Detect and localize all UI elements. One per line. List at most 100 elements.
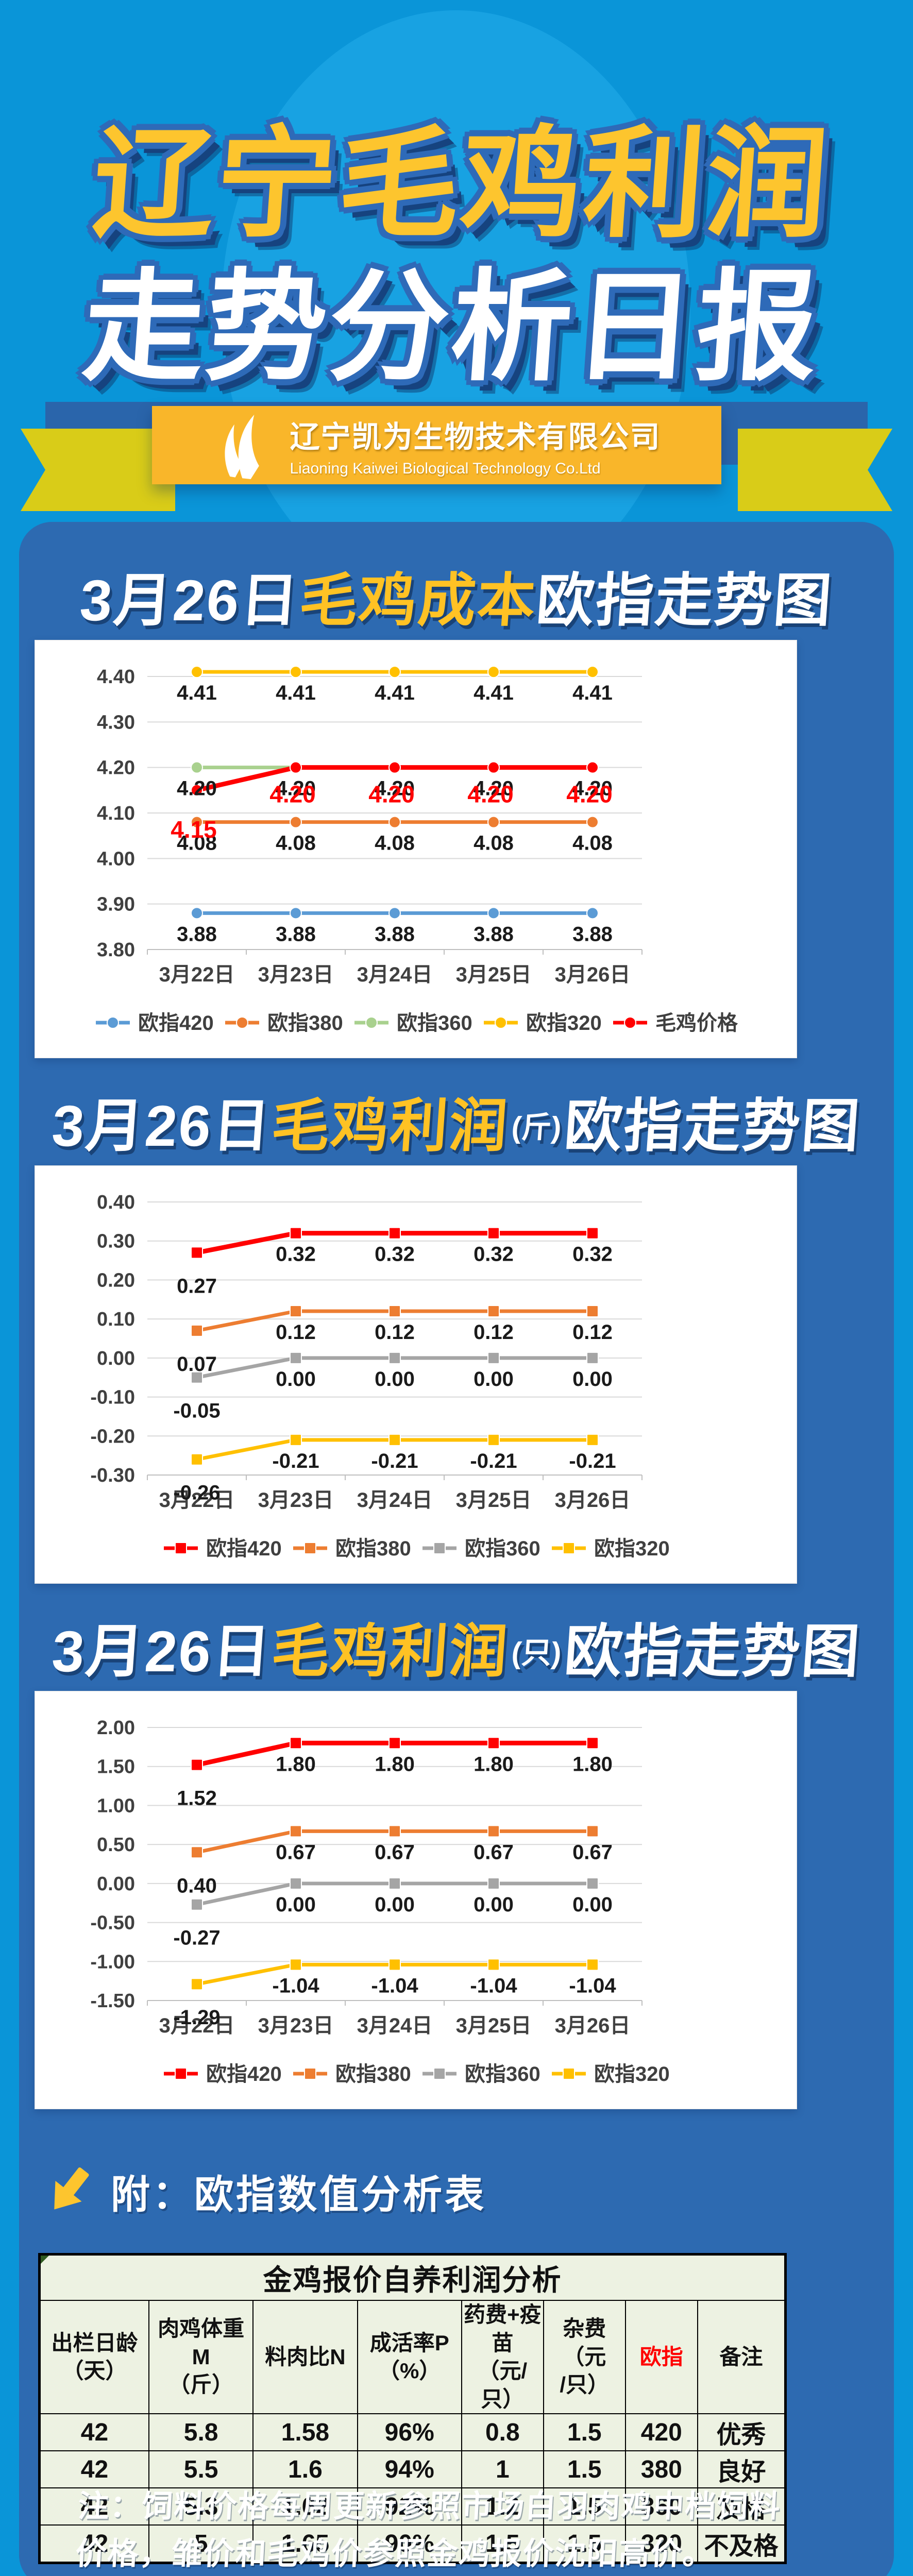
x-axis-label: 3月22日 [159,963,235,986]
chart-title-part: 毛鸡利润 [269,1619,511,1684]
chart-title-part: 毛鸡利润 [269,1094,511,1158]
footnote-line2: 价格，雏价和毛鸡价参照金鸡报价沈阳高价。 [74,2536,716,2571]
data-point-marker [191,1453,203,1466]
data-label: -0.21 [371,1450,418,1472]
legend-label: 欧指420 [138,1012,214,1035]
data-point-marker [388,1433,401,1446]
data-label: 0.00 [276,1368,316,1391]
legend-label: 欧指420 [206,2063,282,2086]
x-axis-label: 3月24日 [357,963,433,986]
data-label: 0.67 [474,1841,514,1863]
y-axis-label: 4.30 [97,711,135,733]
data-label: 0.07 [177,1353,217,1376]
poster-title-line2: 走势分析日报 [79,260,824,395]
table-cell: 1.6 [252,2450,358,2489]
x-axis-label: 3月25日 [456,2014,532,2037]
table-cell: 1.5 [543,2450,626,2489]
data-label: 0.00 [474,1368,514,1391]
y-axis-label: 4.20 [97,757,135,779]
data-point-marker [586,1877,599,1890]
data-label: 0.67 [572,1841,613,1863]
data-point-marker [290,907,302,920]
data-point-marker [290,761,302,774]
data-label: 0.12 [572,1321,613,1344]
company-ribbon: 辽宁凯为生物技术有限公司 Liaoning Kaiwei Biological … [0,398,913,517]
data-label: 4.20 [467,781,514,808]
x-axis-label: 3月23日 [258,2014,334,2037]
data-label: 4.41 [474,682,514,704]
y-axis-label: 3.90 [97,894,135,916]
company-name-en: Liaoning Kaiwei Biological Technology Co… [290,460,601,477]
background-ellipse-decoration [222,10,690,608]
data-label: 4.08 [276,832,316,855]
data-point-marker [388,1958,401,1971]
profit-per-jin-trend-chart: 0.40 0.30 0.20 0.10 0.00 -0.10 -0.20 -0.30 3月22日… [90,1192,670,1560]
legend-label: 毛鸡价格 [655,1012,738,1035]
table-cell: 1.65 [252,2524,358,2563]
data-point-marker [586,761,599,774]
data-point-marker [191,816,203,828]
legend-item-欧指320: 欧指320 [484,1012,602,1035]
table-cell: 1 [461,2450,544,2489]
y-axis-label: 1.00 [97,1795,135,1817]
table-header-cell: 料肉比N [252,2299,358,2415]
profit-per-bird-trend-chart: 2.00 1.50 1.00 0.50 0.00 -0.50 -1.00 -1.50 3月22日… [90,1717,669,2086]
y-axis-label: 0.20 [97,1269,135,1291]
table-cell: 380 [624,2450,698,2489]
profit-analysis-table-card: 金鸡报价自养利润分析 出栏日龄 （天） 肉鸡体重M （斤） 料肉比N 成活率P （%） 药费+疫… [38,2253,787,2565]
data-point-marker [388,1351,401,1364]
data-label: 0.67 [276,1841,316,1863]
data-label: 3.88 [177,923,217,945]
data-point-marker [487,1825,500,1838]
data-point-marker [191,1898,203,1911]
data-point-marker [191,1324,203,1337]
chart-section-profit-per-bird: 3月26日毛鸡利润(只)欧指走势图 2.00 1.50 1.00 0.50 0.00 -0… [19,1617,894,2109]
chart-title-profit-per-bird: 3月26日毛鸡利润(只)欧指走势图 [16,1617,897,1687]
x-axis-label: 3月24日 [357,2014,433,2037]
data-label: 0.12 [375,1321,415,1344]
table-cell: 360 [624,2487,698,2526]
table-cell: 420 [624,2413,698,2452]
data-label: -0.05 [173,1400,220,1422]
legend-item-欧指420: 欧指420 [96,1012,214,1035]
y-axis-label: 0.00 [97,1348,135,1369]
poster-title-line1: 辽宁毛鸡利润 [89,116,834,251]
table-cell: 1.5 [543,2524,626,2563]
legend-item-毛鸡价格: 毛鸡价格 [613,1012,738,1035]
data-label: 0.32 [572,1243,613,1266]
chart-title-part: 欧指走势图 [562,1619,864,1684]
legend-label: 欧指380 [335,1537,411,1560]
y-axis-label: -1.00 [90,1951,135,1973]
data-point-marker [586,1825,599,1838]
chart-title-cost: 3月26日毛鸡成本欧指走势图 [16,566,897,636]
legend-label: 欧指320 [594,1537,670,1560]
data-point-marker [586,1351,599,1364]
footnote: 注：饲料价格每周更新参照市场白羽肉鸡中档饲料 价格，雏价和毛鸡价参照金鸡报价沈阳… [74,2483,782,2576]
y-axis-label: 0.00 [97,1873,135,1895]
y-axis-label: 0.10 [97,1309,135,1330]
data-label: 0.32 [276,1243,316,1266]
data-label: 4.20 [474,777,514,800]
data-label: -1.29 [173,2006,220,2029]
data-label: 0.27 [177,1275,217,1297]
table-cell: 及格 [697,2487,786,2526]
table-header-cell: 备注 [697,2299,786,2415]
y-axis-label: -0.10 [90,1387,135,1409]
analysis-table-heading: 附：欧指数值分析表 [41,2158,486,2225]
table-cell: 5 [148,2524,254,2563]
legend-label: 欧指360 [465,2063,540,2086]
chart-title-part: (只) [510,1636,563,1670]
x-axis-label: 3月23日 [258,963,334,986]
data-point-marker [586,666,599,679]
y-axis-label: 1.50 [97,1756,135,1778]
data-point-marker [586,1433,599,1446]
table-header-cell: 杂费（元/只） [543,2299,626,2415]
legend-label: 欧指320 [526,1012,602,1035]
ribbon-right-flag [738,429,892,511]
table-cell: 良好 [697,2450,786,2489]
data-point-marker [290,1227,302,1240]
x-axis-label: 3月25日 [456,1489,532,1512]
data-label: 4.08 [572,832,613,855]
chart-card-cost: 4.40 4.30 4.20 4.10 4.00 3.90 3.80 3月22日 3月23日 3月… [35,640,797,1058]
y-axis-label: 4.10 [97,803,135,824]
